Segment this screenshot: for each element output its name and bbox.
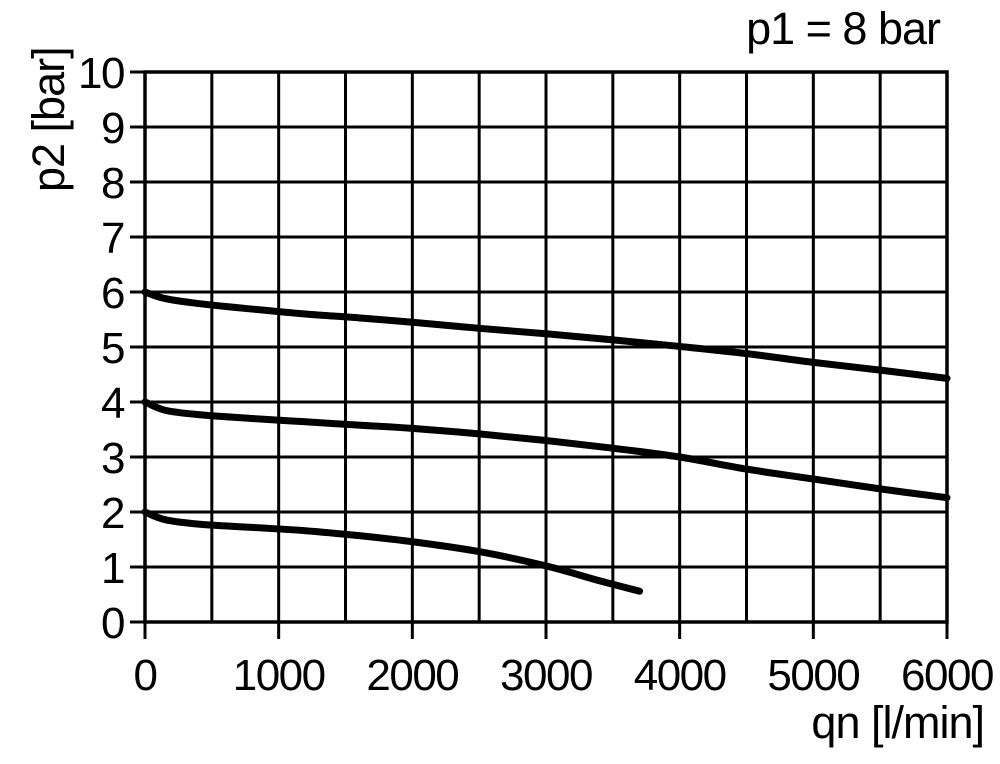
curves: [141, 288, 951, 595]
y-tick-label: 3: [101, 434, 124, 483]
x-tick-label: 0: [134, 651, 157, 700]
x-tick-label: 3000: [500, 651, 592, 700]
x-tick-label: 2000: [366, 651, 458, 700]
grid: [143, 70, 949, 624]
curve-outlet-pressure-set-2bar: [141, 508, 644, 595]
chart-title: p1 = 8 bar: [746, 3, 941, 54]
y-tick-label: 5: [101, 324, 124, 373]
y-tick-label: 10: [78, 49, 124, 98]
y-tick-label: 4: [101, 379, 125, 428]
curve-outlet-pressure-set-6bar: [141, 288, 951, 382]
x-tick-label: 4000: [634, 651, 726, 700]
y-tick-label: 7: [101, 214, 124, 263]
y-tick-label: 9: [101, 104, 124, 153]
x-axis: 0 1000 2000 3000 4000 5000 6000: [134, 622, 994, 700]
x-tick-label: 5000: [767, 651, 859, 700]
x-tick-label: 6000: [901, 651, 993, 700]
curve-outlet-pressure-set-4bar: [141, 398, 951, 502]
y-tick-label: 1: [101, 544, 124, 593]
y-tick-label: 6: [101, 269, 124, 318]
y-tick-label: 8: [101, 159, 124, 208]
y-axis: 0 1 2 3 4 5 6 7 8 9 10: [78, 49, 145, 648]
y-tick-label: 2: [101, 489, 124, 538]
x-tick-label: 1000: [233, 651, 325, 700]
x-axis-title: qn [l/min]: [811, 697, 985, 748]
y-tick-label: 0: [101, 599, 124, 648]
